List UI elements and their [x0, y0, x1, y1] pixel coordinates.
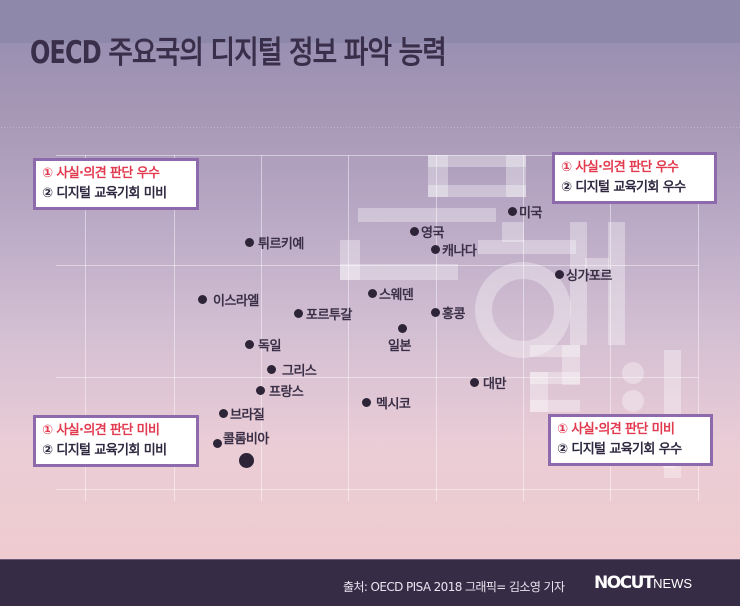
quadrant-line-fact-opinion: ① 사실·의견 판단 미비	[557, 422, 675, 437]
point-marker	[507, 206, 517, 216]
point-label: 콜롬비아	[223, 432, 269, 447]
point-marker	[361, 397, 371, 407]
grid-line-v	[348, 155, 349, 501]
point-label: 포르투갈	[306, 308, 352, 323]
point-label: 홍콩	[442, 307, 465, 322]
point-marker	[244, 237, 254, 247]
quadrant-label-top-right: ① 사실·의견 판단 우수 ② 디지털 교육기회 우수	[552, 152, 717, 204]
point-label: 멕시코	[376, 397, 411, 412]
point-marker	[197, 294, 207, 304]
grid-line-v	[436, 155, 437, 501]
quadrant-line-fact-opinion: ① 사실·의견 판단 우수	[561, 160, 679, 175]
point-marker	[244, 339, 254, 349]
quadrant-line-digital-education: ② 디지털 교육기회 우수	[561, 180, 686, 195]
point-label: 대만	[483, 377, 506, 392]
point-label: 이스라엘	[213, 294, 259, 309]
grid-line-h	[56, 489, 699, 490]
quadrant-label-bottom-left: ① 사실·의견 판단 미비 ② 디지털 교육기회 미비	[33, 415, 199, 467]
quadrant-line-digital-education: ② 디지털 교육기회 미비	[42, 186, 167, 201]
point-label: 캐나다	[442, 244, 477, 259]
point-marker	[367, 288, 377, 298]
point-label: 싱가포르	[566, 269, 612, 284]
grid-line-v	[698, 155, 699, 501]
logo-light: NEWS	[653, 576, 693, 591]
point-label: 영국	[421, 226, 444, 241]
quadrant-label-bottom-right: ① 사실·의견 판단 미비 ② 디지털 교육기회 우수	[548, 414, 713, 466]
source-credit: 출처: OECD PISA 2018 그래픽= 김소영 기자	[343, 580, 565, 594]
grid-line-v	[261, 155, 262, 501]
grid-line-v	[85, 155, 86, 501]
quadrant-line-fact-opinion: ① 사실·의견 판단 우수	[42, 166, 160, 181]
grid-line-v	[610, 155, 611, 501]
point-marker-large	[238, 452, 254, 468]
grid-line-h	[56, 377, 699, 378]
point-marker	[266, 364, 276, 374]
point-marker	[430, 307, 440, 317]
point-marker	[469, 377, 479, 387]
point-marker	[397, 323, 407, 333]
title-band	[0, 0, 740, 43]
nocutnews-logo: NOCUTNEWS	[594, 573, 692, 593]
quadrant-line-digital-education: ② 디지털 교육기회 미비	[42, 443, 167, 458]
point-label: 그리스	[282, 364, 317, 379]
page-title: OECD 주요국의 디지털 정보 파악 능력	[30, 35, 447, 71]
grid-line-v	[174, 155, 175, 501]
point-marker	[293, 308, 303, 318]
point-marker	[255, 385, 265, 395]
point-label: 일본	[388, 339, 411, 354]
point-marker	[430, 244, 440, 254]
point-label: 튀르키예	[258, 237, 304, 252]
grid-line-v	[523, 155, 524, 501]
point-marker	[218, 408, 228, 418]
logo-bold: NOCUT	[594, 573, 655, 593]
quadrant-line-fact-opinion: ① 사실·의견 판단 미비	[42, 423, 160, 438]
point-label: 브라질	[230, 408, 265, 423]
decorative-dot-band	[0, 126, 740, 129]
point-label: 스웨덴	[379, 288, 414, 303]
point-marker	[212, 438, 222, 448]
grid-line-h	[56, 155, 699, 156]
point-label: 독일	[258, 339, 281, 354]
point-marker	[554, 269, 564, 279]
point-label: 프랑스	[269, 385, 304, 400]
point-marker	[409, 226, 419, 236]
footer: 출처: OECD PISA 2018 그래픽= 김소영 기자 NOCUTNEWS	[0, 559, 740, 606]
quadrant-line-digital-education: ② 디지털 교육기회 우수	[557, 442, 682, 457]
quadrant-label-top-left: ① 사실·의견 판단 우수 ② 디지털 교육기회 미비	[33, 158, 199, 210]
grid-line-h	[56, 265, 699, 266]
point-label: 미국	[519, 206, 542, 221]
